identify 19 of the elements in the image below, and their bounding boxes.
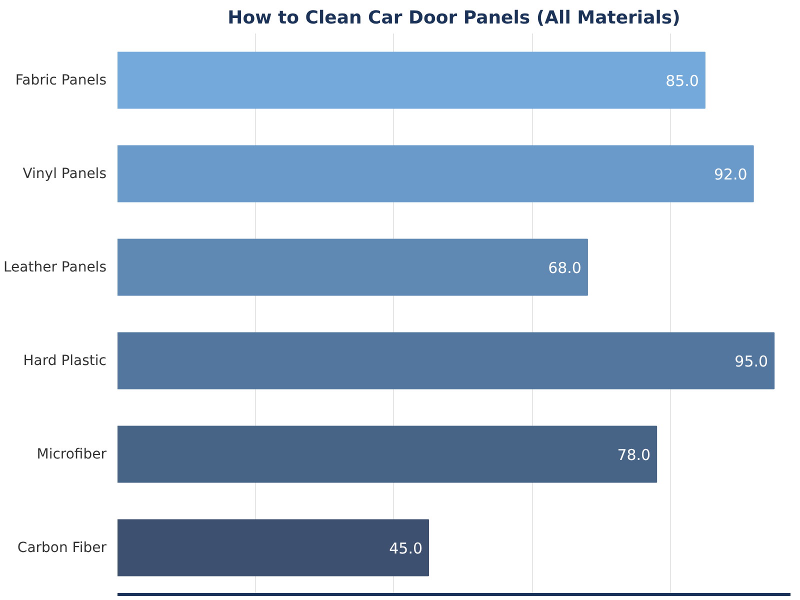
bar (118, 519, 430, 576)
data-label: 78.0 (617, 446, 651, 464)
bar (118, 426, 658, 483)
bar (118, 52, 706, 109)
data-label: 92.0 (714, 165, 748, 184)
chart-title: How to Clean Car Door Panels (All Materials) (228, 8, 680, 28)
y-tick-label: Microfiber (36, 446, 107, 462)
data-label: 95.0 (734, 352, 768, 370)
data-label: 85.0 (666, 72, 699, 90)
y-tick-label: Hard Plastic (23, 352, 106, 369)
bar (118, 332, 775, 390)
bar (118, 238, 588, 296)
bar (118, 145, 754, 202)
data-label: 68.0 (548, 258, 582, 277)
y-tick-label: Carbon Fiber (17, 540, 107, 556)
y-tick-label: Vinyl Panels (22, 166, 107, 182)
data-label: 45.0 (389, 539, 423, 558)
y-tick-label: Fabric Panels (15, 72, 107, 88)
y-tick-label: Leather Panels (4, 259, 107, 276)
